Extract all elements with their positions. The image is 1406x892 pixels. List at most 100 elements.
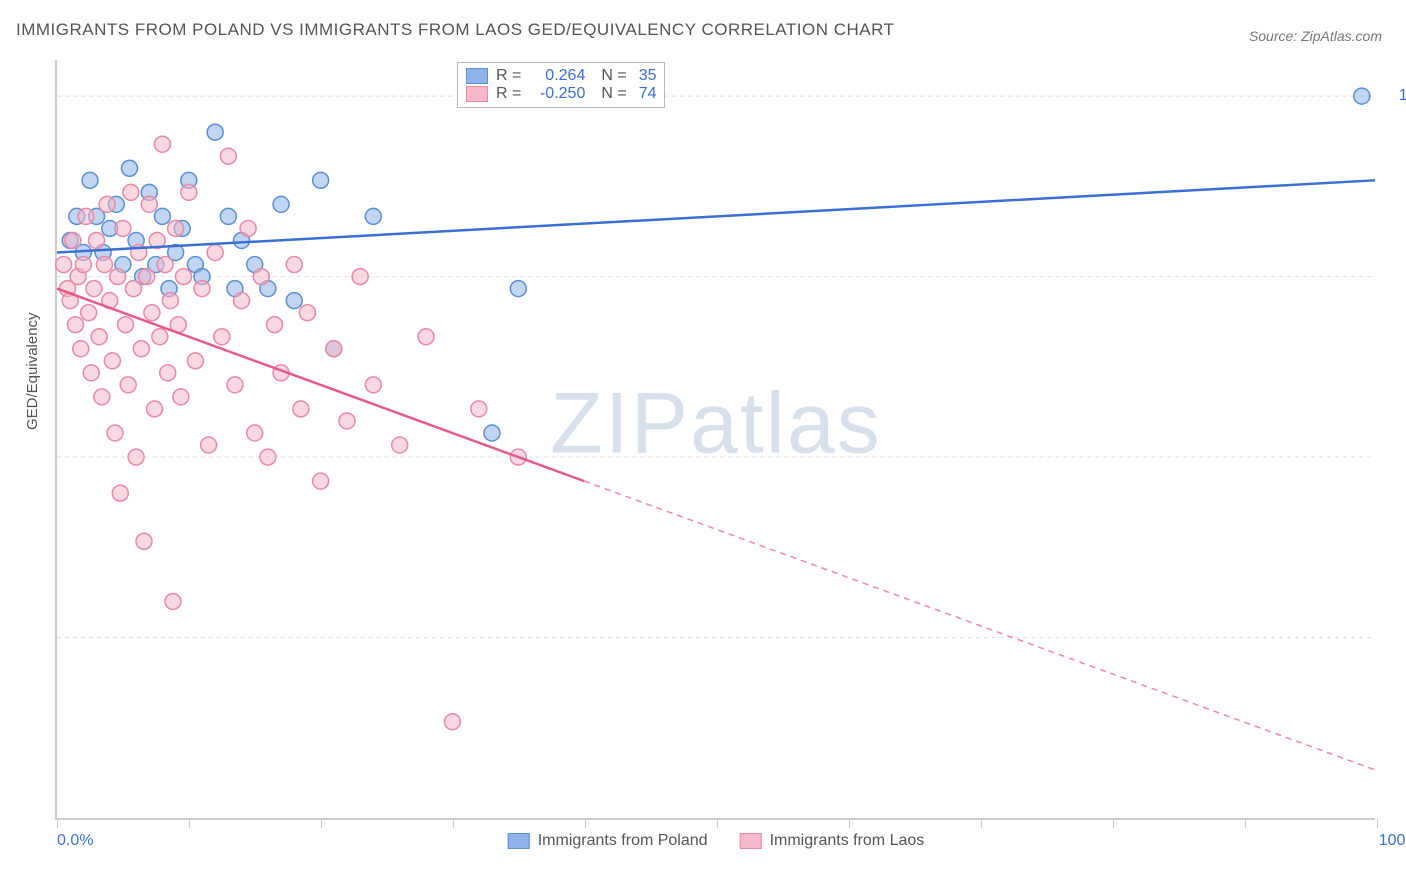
data-point xyxy=(313,473,329,489)
x-tick xyxy=(1113,818,1114,828)
legend-n-value: 35 xyxy=(639,67,657,85)
data-point xyxy=(510,281,526,297)
x-tick xyxy=(453,818,454,828)
data-point xyxy=(81,305,97,321)
x-tick xyxy=(981,818,982,828)
legend-row: R =0.264N =35 xyxy=(466,67,656,85)
data-point xyxy=(123,184,139,200)
data-point xyxy=(194,281,210,297)
legend-n-value: 74 xyxy=(639,85,657,103)
data-point xyxy=(139,269,155,285)
data-point xyxy=(160,365,176,381)
x-tick xyxy=(1245,818,1246,828)
data-point xyxy=(118,317,134,333)
data-point xyxy=(115,220,131,236)
data-point xyxy=(260,449,276,465)
data-point xyxy=(157,257,173,273)
data-point xyxy=(247,425,263,441)
chart-title: IMMIGRANTS FROM POLAND VS IMMIGRANTS FRO… xyxy=(16,20,894,40)
x-tick xyxy=(717,818,718,828)
data-point xyxy=(73,341,89,357)
data-point xyxy=(83,365,99,381)
data-point xyxy=(227,377,243,393)
data-point xyxy=(65,232,81,248)
data-point xyxy=(181,184,197,200)
data-point xyxy=(141,196,157,212)
legend-row: R =-0.250N =74 xyxy=(466,85,656,103)
data-point xyxy=(78,208,94,224)
y-tick-label: 100.0% xyxy=(1399,87,1406,105)
data-point xyxy=(352,269,368,285)
data-point xyxy=(122,160,138,176)
data-point xyxy=(94,389,110,405)
data-point xyxy=(154,136,170,152)
data-point xyxy=(214,329,230,345)
data-point xyxy=(326,341,342,357)
data-point xyxy=(144,305,160,321)
data-point xyxy=(162,293,178,309)
data-point xyxy=(107,425,123,441)
x-tick xyxy=(321,818,322,828)
data-point xyxy=(201,437,217,453)
data-point xyxy=(273,196,289,212)
data-point xyxy=(293,401,309,417)
data-point xyxy=(1354,88,1370,104)
x-axis-end-label: 100.0% xyxy=(1379,832,1406,850)
trend-line-extrapolated xyxy=(584,481,1375,770)
data-point xyxy=(168,220,184,236)
legend-swatch xyxy=(508,833,530,849)
data-point xyxy=(112,485,128,501)
legend-item: Immigrants from Laos xyxy=(740,832,925,850)
data-point xyxy=(207,124,223,140)
legend-item: Immigrants from Poland xyxy=(508,832,708,850)
data-point xyxy=(286,293,302,309)
data-point xyxy=(253,269,269,285)
source-attribution: Source: ZipAtlas.com xyxy=(1249,28,1382,44)
data-point xyxy=(96,257,112,273)
legend-r-label: R = xyxy=(496,85,521,103)
data-point xyxy=(91,329,107,345)
data-point xyxy=(56,257,72,273)
data-point xyxy=(339,413,355,429)
x-axis-start-label: 0.0% xyxy=(57,832,93,850)
legend-r-value: -0.250 xyxy=(529,85,585,103)
data-point xyxy=(220,148,236,164)
data-point xyxy=(266,317,282,333)
data-point xyxy=(67,317,83,333)
data-point xyxy=(165,593,181,609)
legend-r-label: R = xyxy=(496,67,521,85)
x-tick xyxy=(57,818,58,828)
data-point xyxy=(392,437,408,453)
x-tick xyxy=(1377,818,1378,828)
data-point xyxy=(418,329,434,345)
x-tick xyxy=(189,818,190,828)
data-point xyxy=(220,208,236,224)
data-point xyxy=(207,245,223,261)
data-point xyxy=(173,389,189,405)
data-point xyxy=(99,196,115,212)
data-point xyxy=(471,401,487,417)
data-point xyxy=(86,281,102,297)
data-point xyxy=(187,353,203,369)
x-tick xyxy=(585,818,586,828)
data-point xyxy=(147,401,163,417)
data-point xyxy=(104,353,120,369)
data-point xyxy=(89,232,105,248)
data-point xyxy=(444,714,460,730)
legend-swatch xyxy=(466,68,488,84)
data-point xyxy=(110,269,126,285)
data-point xyxy=(313,172,329,188)
data-point xyxy=(128,449,144,465)
data-point xyxy=(154,208,170,224)
data-point xyxy=(75,257,91,273)
correlation-legend: R =0.264N =35R =-0.250N =74 xyxy=(457,62,665,108)
data-point xyxy=(484,425,500,441)
data-point xyxy=(240,220,256,236)
chart-svg xyxy=(57,60,1375,818)
data-point xyxy=(299,305,315,321)
data-point xyxy=(234,293,250,309)
data-point xyxy=(136,533,152,549)
data-point xyxy=(82,172,98,188)
legend-swatch xyxy=(466,86,488,102)
legend-label: Immigrants from Laos xyxy=(770,832,925,850)
